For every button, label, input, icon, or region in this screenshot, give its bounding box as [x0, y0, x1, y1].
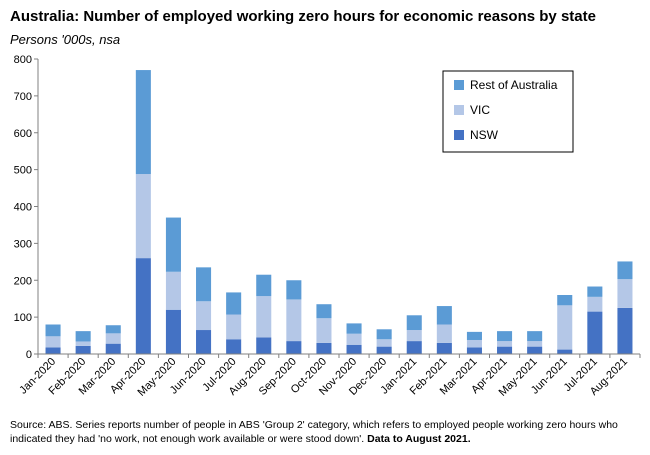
- bar-rest-of-australia: [497, 331, 513, 342]
- bar-rest-of-australia: [587, 286, 603, 297]
- bar-rest-of-australia: [75, 331, 91, 342]
- bar-rest-of-australia: [436, 306, 452, 325]
- bar-vic: [135, 174, 151, 259]
- bar-nsw: [45, 347, 61, 354]
- bar-rest-of-australia: [226, 292, 242, 315]
- bar-nsw: [346, 344, 362, 354]
- y-tick-label: 200: [14, 275, 32, 287]
- bar-nsw: [497, 346, 513, 354]
- bar-nsw: [105, 343, 121, 354]
- bar-vic: [617, 279, 633, 308]
- footnote-bold: Data to August 2021.: [367, 433, 471, 445]
- bar-rest-of-australia: [466, 331, 482, 340]
- bar-nsw: [376, 346, 392, 354]
- chart-title: Australia: Number of employed working ze…: [10, 8, 596, 25]
- bar-vic: [346, 333, 362, 345]
- bar-rest-of-australia: [196, 267, 212, 302]
- bar-vic: [256, 296, 272, 338]
- bar-vic: [196, 301, 212, 331]
- legend-swatch: [454, 80, 464, 90]
- bar-nsw: [256, 337, 272, 354]
- legend-label: VIC: [470, 103, 490, 117]
- bar-rest-of-australia: [45, 324, 61, 337]
- bar-rest-of-australia: [406, 315, 422, 331]
- y-tick-label: 600: [14, 128, 32, 140]
- y-tick-label: 300: [14, 238, 32, 250]
- bar-vic: [587, 296, 603, 312]
- legend-swatch: [454, 105, 464, 115]
- bar-nsw: [436, 342, 452, 354]
- bar-rest-of-australia: [346, 323, 362, 334]
- bar-vic: [45, 336, 61, 348]
- bar-nsw: [587, 311, 603, 354]
- y-tick-label: 100: [14, 312, 32, 324]
- bar-vic: [466, 339, 482, 348]
- bar-nsw: [135, 258, 151, 354]
- bar-vic: [316, 318, 332, 343]
- bar-vic: [226, 314, 242, 340]
- bar-nsw: [75, 345, 91, 354]
- bar-rest-of-australia: [165, 217, 181, 272]
- footnote-text: Source: ABS. Series reports number of pe…: [10, 419, 618, 445]
- bar-vic: [165, 271, 181, 310]
- bar-nsw: [196, 330, 212, 354]
- bar-vic: [105, 333, 121, 344]
- bar-nsw: [527, 346, 543, 354]
- y-tick-label: 400: [14, 202, 32, 214]
- bar-vic: [497, 341, 513, 347]
- bar-vic: [75, 341, 91, 346]
- y-tick-label: 500: [14, 165, 32, 177]
- bar-nsw: [406, 341, 422, 354]
- bar-vic: [286, 299, 302, 342]
- y-tick-label: 700: [14, 91, 32, 103]
- footnote: Source: ABS. Series reports number of pe…: [10, 418, 645, 446]
- bar-vic: [376, 339, 392, 347]
- bar-rest-of-australia: [376, 329, 392, 340]
- y-tick-label: 800: [14, 54, 32, 66]
- bar-vic: [406, 330, 422, 342]
- bar-vic: [436, 324, 452, 343]
- bar-nsw: [316, 342, 332, 354]
- bar-nsw: [286, 341, 302, 354]
- bar-nsw: [165, 309, 181, 354]
- bar-vic: [557, 305, 573, 350]
- bar-nsw: [226, 339, 242, 354]
- bar-nsw: [557, 349, 573, 354]
- bar-rest-of-australia: [105, 325, 121, 334]
- bar-rest-of-australia: [256, 274, 272, 297]
- legend: [442, 70, 574, 153]
- bar-nsw: [617, 307, 633, 354]
- bar-rest-of-australia: [286, 280, 302, 300]
- bar-rest-of-australia: [557, 295, 573, 306]
- bar-nsw: [466, 347, 482, 354]
- bar-rest-of-australia: [135, 70, 151, 175]
- legend-swatch: [454, 130, 464, 140]
- bar-rest-of-australia: [316, 304, 332, 319]
- chart-subtitle: Persons '000s, nsa: [10, 32, 121, 47]
- bar-vic: [527, 341, 543, 347]
- bar-rest-of-australia: [527, 331, 543, 342]
- legend-label: Rest of Australia: [470, 78, 558, 92]
- bar-rest-of-australia: [617, 261, 633, 280]
- y-tick-label: 0: [26, 349, 32, 361]
- legend-label: NSW: [470, 128, 499, 142]
